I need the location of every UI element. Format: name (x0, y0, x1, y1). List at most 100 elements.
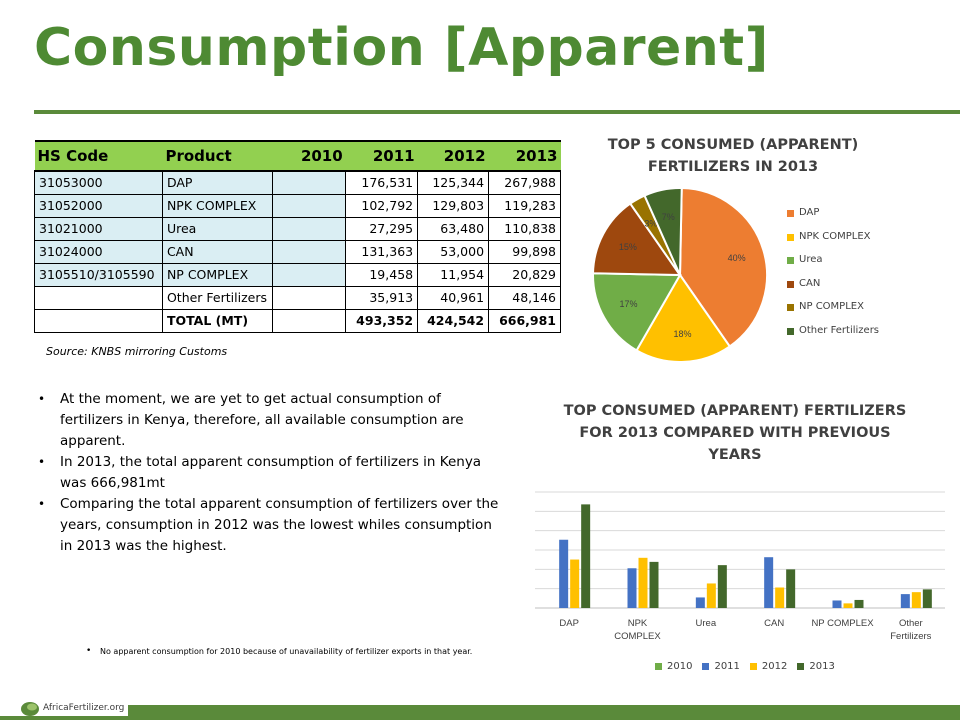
bar-2011 (900, 594, 910, 608)
legend-label: Other Fertilizers (799, 324, 880, 336)
table-cell: 666,981 (488, 308, 561, 333)
pie-legend-item: DAP (787, 207, 879, 231)
bar-2012 (570, 559, 580, 608)
table-row: 31021000 Urea 27,295 63,480 110,838 (34, 216, 561, 241)
bar-2013 (786, 569, 796, 608)
pie-chart: 40% 18% 17% 15% 3% 7% (591, 186, 768, 363)
bar-2012 (911, 592, 921, 608)
bar-2013 (649, 561, 659, 608)
table-cell: 48,146 (488, 285, 561, 310)
table-row: 3105510/3105590 NP COMPLEX 19,458 11,954 20,… (34, 262, 561, 287)
table-cell: 35,913 (345, 285, 419, 310)
table-cell: 63,480 (417, 216, 490, 241)
table-cell: 19,458 (345, 262, 419, 287)
table-cell (34, 285, 163, 310)
bar-2011 (832, 600, 842, 608)
legend-swatch (787, 233, 794, 241)
bullet-item: At the moment, we are yet to get actual … (38, 389, 508, 452)
legend-swatch (787, 257, 794, 264)
africafertilizer-logo: AfricaFertilizer.org (20, 699, 124, 717)
header-hs-code: HS Code (34, 140, 163, 172)
header-2010: 2010 (272, 140, 346, 172)
bar-2013 (717, 565, 727, 608)
bar-chart-title: TOP CONSUMED (APPARENT) FERTILIZERS FOR … (563, 403, 907, 463)
legend-label: NP COMPLEX (799, 301, 864, 312)
bar-2011 (627, 568, 637, 608)
table-cell: 110,838 (488, 216, 561, 241)
table-row: 31024000 CAN 131,363 53,000 99,898 (34, 239, 561, 264)
pie-data-label: 3% (644, 218, 657, 228)
table-cell: 27,295 (345, 216, 419, 241)
legend-label: 2010 (667, 661, 693, 672)
table-row: 31053000 DAP 176,531 125,344 267,988 (34, 170, 561, 195)
bar-2013 (581, 504, 591, 608)
table-cell: 31053000 (34, 170, 163, 195)
logo-text: AfricaFertilizer.org (43, 703, 125, 713)
pie-legend: DAP NPK COMPLEX Urea CAN NP COMPLEX Other Fer… (787, 207, 879, 348)
legend-swatch (749, 663, 757, 670)
pie-slice-dap (678, 186, 768, 348)
bar-chart: DAP NPK COMPLEX Urea CAN NP COMPLEX Other Ferti… (535, 491, 945, 642)
x-tick-label: Fertilizers (890, 631, 931, 642)
pie-data-label: 7% (662, 212, 675, 222)
pie-legend-item: CAN (787, 278, 879, 302)
pie-chart-title: TOP 5 CONSUMED (APPARENT) FERTILIZERS IN… (607, 137, 859, 175)
legend-label: CAN (799, 277, 821, 289)
table-cell: 176,531 (345, 170, 419, 195)
legend-label: DAP (799, 207, 820, 218)
table-cell: Urea (161, 216, 273, 241)
x-tick-label: Other (899, 618, 923, 629)
table-cell: NPK COMPLEX (161, 193, 273, 218)
legend-swatch (787, 210, 794, 217)
pie-slice-urea (592, 272, 682, 352)
legend-label: Urea (799, 254, 823, 265)
table-cell (271, 193, 347, 218)
legend-swatch (787, 327, 794, 335)
table-cell: 493,352 (345, 308, 419, 333)
table-cell (271, 170, 347, 195)
table-cell: 20,829 (488, 262, 561, 287)
bar-2013 (922, 589, 932, 608)
legend-swatch (787, 304, 794, 311)
bar-legend-item: 2010 (655, 661, 692, 672)
x-tick-label: CAN (764, 618, 784, 629)
pie-legend-item: NP COMPLEX (787, 301, 879, 325)
table-source-note: Source: KNBS mirroring Customs (46, 345, 228, 358)
header-2012: 2012 (417, 140, 489, 172)
table-cell: 53,000 (417, 239, 490, 264)
bar-legend: 2010 2011 2012 2013 (655, 661, 845, 672)
x-tick-label: DAP (559, 618, 579, 629)
header-2013: 2013 (488, 140, 561, 172)
footer-stripe (0, 716, 960, 720)
table-row: 31052000 NPK COMPLEX 102,792 129,803 119,283 (34, 193, 561, 218)
legend-swatch (655, 663, 662, 670)
bar-legend-item: 2012 (749, 661, 788, 672)
table-cell (34, 308, 163, 333)
legend-label: NPK COMPLEX (799, 230, 871, 242)
x-tick-label: COMPLEX (614, 631, 661, 642)
table-cell: TOTAL (MT) (161, 308, 273, 333)
table-cell: 267,988 (488, 170, 561, 195)
legend-label: 2013 (809, 661, 835, 672)
pie-legend-item: NPK COMPLEX (787, 231, 879, 255)
table-total-row: TOTAL (MT) 493,352 424,542 666,981 (34, 308, 561, 333)
bar-2012 (638, 557, 648, 608)
table-cell (271, 308, 347, 333)
legend-swatch (797, 663, 805, 670)
pie-slice-npk-complex (635, 273, 732, 363)
pie-legend-item: Urea (787, 254, 879, 278)
table-cell: 99,898 (488, 239, 561, 264)
bar-2011 (764, 557, 774, 608)
bullet-item: In 2013, the total apparent consumption … (38, 452, 508, 494)
table-header-row: HS Code Product 2010 2011 2012 2013 (34, 140, 561, 172)
table-cell: 31021000 (34, 216, 163, 241)
table-cell: 125,344 (417, 170, 490, 195)
legend-label: 2012 (761, 661, 788, 672)
footnote: No apparent consumption for 2010 because… (86, 646, 496, 657)
bullet-item: Comparing the total apparent consumption… (38, 494, 508, 557)
pie-slice-other-fertilizers (643, 187, 683, 276)
table-cell: 31024000 (34, 239, 163, 264)
table-cell: NP COMPLEX (161, 262, 273, 287)
consumption-table: HS Code Product 2010 2011 2012 2013 3105… (34, 140, 561, 333)
x-tick-label: NP COMPLEX (811, 618, 874, 629)
